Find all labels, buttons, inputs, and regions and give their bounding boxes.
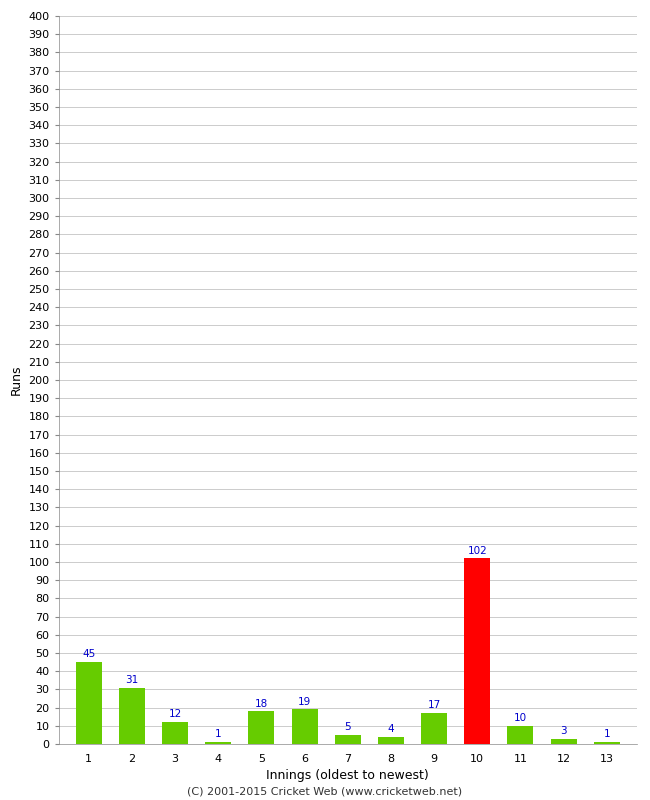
Text: 1: 1 — [603, 730, 610, 739]
Bar — [464, 558, 490, 744]
X-axis label: Innings (oldest to newest): Innings (oldest to newest) — [266, 770, 429, 782]
Text: 31: 31 — [125, 675, 138, 685]
Text: 3: 3 — [560, 726, 567, 736]
Bar — [205, 742, 231, 744]
Text: (C) 2001-2015 Cricket Web (www.cricketweb.net): (C) 2001-2015 Cricket Web (www.cricketwe… — [187, 786, 463, 796]
Text: 5: 5 — [344, 722, 351, 732]
Text: 17: 17 — [428, 700, 441, 710]
Text: 1: 1 — [215, 730, 222, 739]
Bar — [162, 722, 188, 744]
Bar — [76, 662, 101, 744]
Bar — [421, 713, 447, 744]
Text: 19: 19 — [298, 697, 311, 706]
Bar — [119, 687, 145, 744]
Text: 10: 10 — [514, 713, 527, 723]
Bar — [248, 711, 274, 744]
Text: 18: 18 — [255, 698, 268, 709]
Y-axis label: Runs: Runs — [10, 365, 23, 395]
Bar — [335, 735, 361, 744]
Text: 4: 4 — [387, 724, 395, 734]
Text: 45: 45 — [82, 650, 96, 659]
Bar — [594, 742, 619, 744]
Bar — [551, 738, 577, 744]
Bar — [378, 737, 404, 744]
Text: 12: 12 — [168, 710, 182, 719]
Bar — [292, 710, 318, 744]
Text: 102: 102 — [467, 546, 487, 556]
Bar — [508, 726, 534, 744]
